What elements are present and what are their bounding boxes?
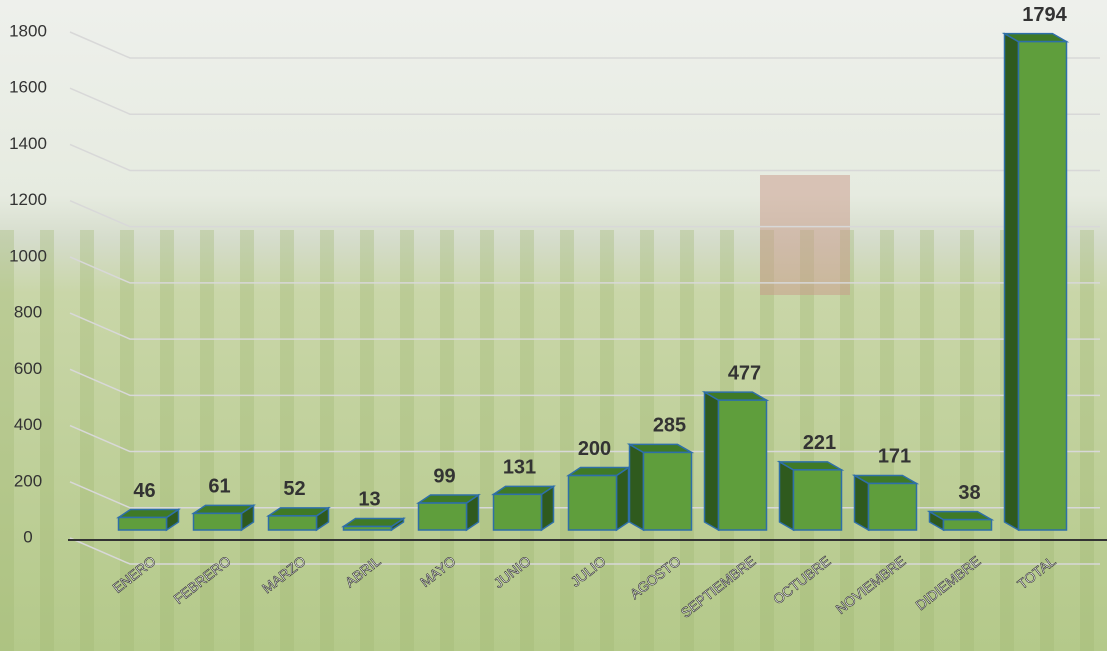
bar-front bbox=[342, 525, 393, 531]
grid-line bbox=[69, 537, 1100, 565]
y-tick-label: 1600 bbox=[9, 78, 47, 97]
value-label: 285 bbox=[653, 415, 686, 437]
bar-front bbox=[867, 482, 918, 531]
value-label: 38 bbox=[958, 482, 980, 504]
y-tick-label: 1400 bbox=[9, 134, 47, 153]
bar-side bbox=[853, 474, 870, 532]
bar-top bbox=[266, 507, 331, 517]
y-tick-label: 800 bbox=[14, 303, 42, 322]
bar-top bbox=[416, 494, 481, 504]
grid-line bbox=[69, 256, 1100, 284]
bar-top bbox=[116, 508, 181, 519]
bar-front bbox=[717, 399, 768, 531]
bar-top bbox=[341, 517, 406, 528]
value-label: 52 bbox=[283, 478, 305, 500]
bar bbox=[566, 466, 631, 532]
bar bbox=[191, 503, 256, 532]
bar-front bbox=[792, 469, 843, 531]
bar-side bbox=[778, 460, 795, 532]
value-label: 1794 bbox=[1022, 4, 1067, 26]
y-tick-label: 400 bbox=[14, 415, 42, 434]
bar-front bbox=[117, 516, 168, 531]
bar-front bbox=[642, 451, 693, 531]
value-label: 477 bbox=[728, 362, 761, 384]
grid-line bbox=[69, 312, 1100, 340]
bar-side bbox=[628, 443, 645, 532]
grid-line bbox=[69, 481, 1100, 509]
bar-front bbox=[267, 515, 318, 531]
grid-line bbox=[69, 31, 1100, 59]
value-label: 46 bbox=[133, 480, 155, 502]
y-tick-label: 1800 bbox=[9, 21, 47, 40]
bar bbox=[626, 443, 695, 532]
bar-side bbox=[703, 390, 720, 532]
bar-top bbox=[491, 485, 556, 496]
bar bbox=[491, 484, 556, 532]
bar bbox=[266, 506, 331, 532]
value-label: 61 bbox=[208, 476, 230, 498]
bar-top bbox=[191, 504, 256, 515]
bar-side bbox=[615, 466, 630, 532]
grid-line bbox=[69, 199, 1100, 228]
bar bbox=[926, 510, 995, 532]
y-tick-label: 200 bbox=[14, 471, 42, 490]
bar bbox=[701, 390, 770, 532]
bar bbox=[776, 460, 845, 532]
y-tick-label: 0 bbox=[23, 527, 32, 546]
value-label: 171 bbox=[878, 446, 911, 468]
bar-front bbox=[417, 502, 468, 531]
bar-front bbox=[192, 512, 243, 531]
bar-front bbox=[492, 493, 543, 531]
field-rows bbox=[0, 230, 1107, 651]
bar-side bbox=[1003, 32, 1020, 532]
bar-front bbox=[567, 474, 618, 531]
grid-line bbox=[69, 143, 1100, 172]
bar bbox=[1001, 32, 1070, 532]
bar bbox=[341, 517, 406, 532]
y-tick-label: 1000 bbox=[9, 246, 47, 265]
value-label: 221 bbox=[803, 432, 836, 454]
bar-top bbox=[566, 466, 631, 477]
bar bbox=[116, 508, 181, 532]
y-tick-label: 600 bbox=[14, 359, 42, 378]
bar-front bbox=[942, 518, 993, 531]
bar-front bbox=[1017, 40, 1068, 531]
tractor bbox=[760, 175, 850, 295]
y-tick-label: 1200 bbox=[9, 190, 47, 209]
bar bbox=[416, 493, 481, 532]
value-label: 131 bbox=[503, 457, 536, 479]
grid-line bbox=[69, 424, 1100, 453]
value-label: 99 bbox=[433, 465, 455, 487]
value-label: 200 bbox=[578, 438, 611, 460]
value-label: 13 bbox=[358, 489, 380, 511]
bar bbox=[851, 474, 920, 532]
grid-line bbox=[69, 368, 1100, 397]
grid-line bbox=[69, 87, 1100, 115]
